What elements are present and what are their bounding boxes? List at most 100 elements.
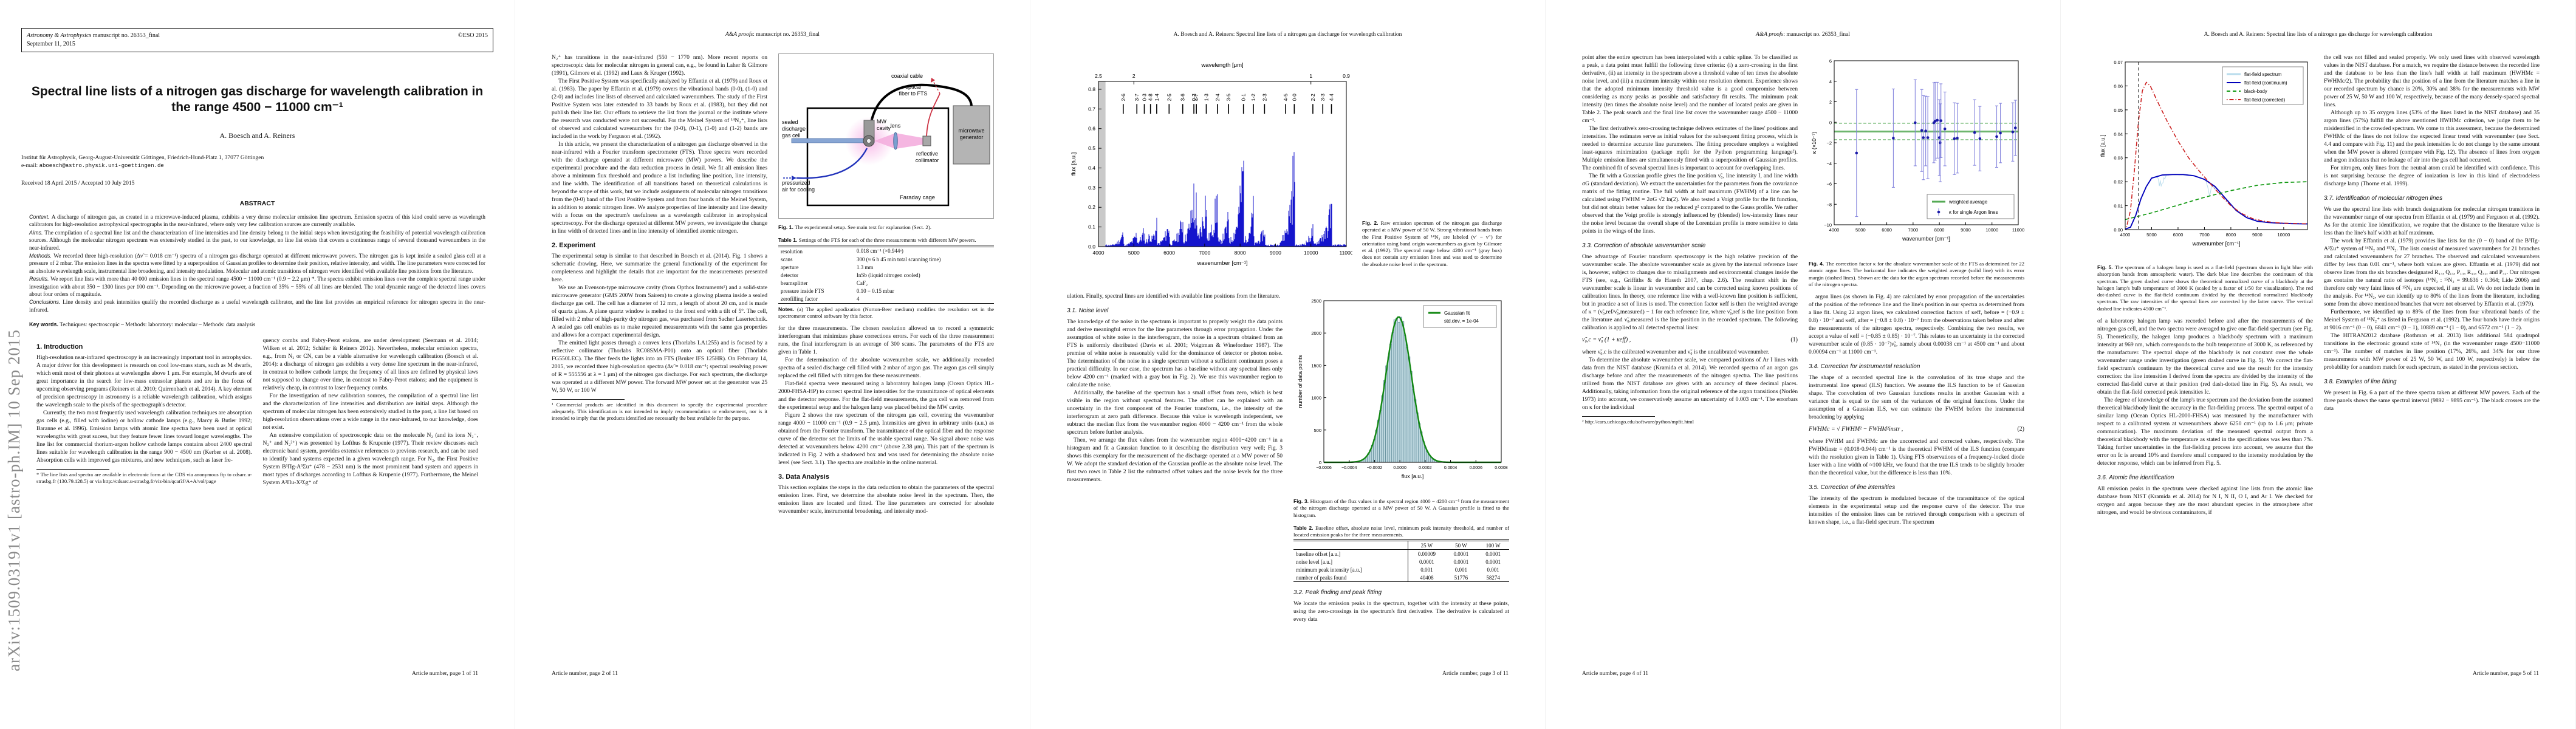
figure-fig5: 4000 5000 6000 7000 8000 9000 10000 0.00 0.01 0.0… [2097, 53, 2313, 262]
svg-text:1-2: 1-2 [1250, 94, 1256, 101]
table-cell: 0.018 cm⁻¹ (×0.944ᵃ) [856, 248, 903, 255]
table-cell: pressure inside FTS [781, 288, 824, 295]
svg-text:3-6: 3-6 [1180, 94, 1186, 101]
svg-text:fiber to FTS: fiber to FTS [899, 91, 927, 97]
abstract-paragraph: Conclusions. Line density and peak inten… [29, 299, 485, 313]
paragraph: To determine the absolute wavenumber sca… [1582, 357, 1798, 411]
abstract: Context. A discharge of nitrogen gas, as… [29, 213, 485, 314]
svg-text:gas cell: gas cell [782, 132, 801, 139]
table-cell: 0.00009 [1408, 549, 1445, 558]
svg-text:−4: −4 [1826, 161, 1832, 166]
email-label: e-mail: [21, 162, 39, 169]
svg-text:5000: 5000 [2146, 232, 2157, 238]
subsection-heading: 3.7. Identification of molecular nitroge… [2324, 195, 2443, 202]
page2-column-2: microwave generator coaxial cable sealed dis… [778, 53, 994, 515]
svg-text:−8: −8 [1826, 202, 1832, 207]
svg-text:3-3: 3-3 [1320, 94, 1326, 101]
abstract-paragraph: Context. A discharge of nitrogen gas, as… [29, 214, 485, 228]
abstract-paragraph: Aims. The compilation of a spectral line… [29, 229, 485, 252]
svg-text:weighted average: weighted average [1948, 199, 1988, 205]
equation-body: ν̃₀,c = ν̃₀ (1 + κeff) , [1582, 337, 1631, 343]
svg-text:0.7: 0.7 [1088, 106, 1095, 112]
svg-text:0.05: 0.05 [2114, 108, 2123, 113]
svg-text:0.2: 0.2 [1088, 204, 1095, 210]
svg-text:0.0004: 0.0004 [1444, 466, 1458, 470]
svg-text:0-3: 0-3 [1141, 94, 1147, 101]
paragraph: We use the spectral line lists with bran… [2324, 206, 2540, 236]
page3-column-2: −0.0006 −0.0004 −0.0002 0.0000 0.0002 0.0004 0… [1293, 292, 1509, 623]
manuscript-date: September 11, 2015 [27, 41, 75, 47]
paragraph: Then, we arrange the flux values from th… [1067, 437, 1283, 483]
subsection-heading: 3.2. Peak finding and peak fitting [1293, 589, 1382, 597]
svg-text:lens: lens [891, 123, 901, 129]
table-cell: zerofilling factor [781, 296, 818, 303]
footnote-text: * The line lists and spectra are availab… [36, 471, 252, 485]
abstract-label: Results. [29, 276, 51, 282]
manuscript-no: manuscript no. 26353_final [91, 32, 160, 39]
section-heading: 1. Introduction [36, 343, 83, 351]
table1: resolution 0.018 cm⁻¹ (×0.944ᵃ) scans 300 (… [778, 247, 994, 304]
journal-name: Astronomy & Astrophysics [27, 32, 92, 39]
svg-text:−0.0006: −0.0006 [1316, 466, 1332, 470]
svg-text:2-6: 2-6 [1120, 94, 1126, 101]
figure-label: Fig. 2. [1362, 219, 1379, 226]
svg-text:−0.0002: −0.0002 [1367, 466, 1383, 470]
svg-text:6000: 6000 [1882, 227, 1892, 233]
svg-text:1-3: 1-3 [1203, 94, 1209, 101]
subsection-heading: 3.5. Correction of line intensities [1809, 484, 1896, 491]
svg-text:2: 2 [1829, 100, 1832, 105]
table-caption: Table 1. Settings of the FTS for each of… [778, 237, 976, 244]
figure-caption: Fig. 5. The spectrum of a halogen lamp i… [2097, 264, 2314, 312]
svg-text:0.03: 0.03 [2114, 156, 2123, 161]
footnote-rule [552, 399, 625, 400]
svg-text:6000: 6000 [2173, 232, 2184, 238]
svg-text:0.0002: 0.0002 [1419, 466, 1432, 470]
paragraph: The work by Effantin et al. (1979) provi… [2324, 238, 2540, 307]
svg-text:black-body: black-body [2244, 89, 2267, 94]
paragraph: argon lines (as shown in Fig. 4) are cal… [1809, 293, 2024, 356]
footnote: ² http://cars.uchicago.edu/software/pyth… [1582, 416, 1798, 425]
svg-text:8000: 8000 [1934, 227, 1945, 233]
svg-text:flat-field spectrum: flat-field spectrum [2244, 72, 2282, 77]
eso-copyright: ©ESO 2015 [458, 32, 488, 39]
paragraph: All emission peaks in the spectrum were … [2097, 485, 2313, 516]
received-accepted: Received 18 April 2015 / Accepted 10 Jul… [21, 180, 135, 187]
svg-text:0.00: 0.00 [2114, 227, 2123, 233]
paragraph: In this article, we present the characte… [552, 141, 767, 234]
table-cell: 0.0001 [1445, 549, 1478, 558]
page-footer: Article number, page 3 of 11 [1442, 671, 1509, 677]
equation-number: (2) [2017, 426, 2024, 433]
paragraph: of a laboratory halogen lamp was recorde… [2097, 318, 2313, 396]
table-cell: 0.0001 [1408, 558, 1445, 566]
running-head-rest: : manuscript no. 26353_final [753, 32, 820, 38]
manuscript-header-box: Astronomy & Astrophysics manuscript no. … [21, 28, 493, 52]
paragraph: where FWHM and FWHMc are the uncorrected… [1809, 438, 2024, 477]
equation-number: (1) [1790, 337, 1798, 343]
paragraph: We present in Fig. 6 a part of the three… [2324, 389, 2540, 412]
table-header-row: 25 W 50 W 100 W [1293, 541, 1509, 550]
table-row: scans 300 (≈ 6 h 45 min total scanning ti… [778, 256, 994, 264]
caption-label: Fig. 4. [1809, 261, 1826, 267]
svg-text:microwave: microwave [958, 128, 984, 134]
svg-text:2500: 2500 [1311, 298, 1321, 304]
svg-text:8000: 8000 [2226, 232, 2236, 238]
figure-fig3: −0.0006 −0.0004 −0.0002 0.0000 0.0002 0.0004 0… [1293, 292, 1509, 496]
table-notes: Notes. (a) The applied apodization (Nort… [778, 306, 994, 319]
svg-text:MW: MW [877, 118, 886, 125]
paragraph: The HITRAN2012 database (Rothman et al. … [2324, 332, 2540, 371]
paragraph: The first derivative's zero-crossing tec… [1582, 125, 1798, 171]
table-cell: CaF₂ [856, 280, 868, 287]
svg-text:10000: 10000 [1304, 250, 1318, 256]
table-cell: 300 (≈ 6 h 45 min total scanning time) [856, 256, 941, 263]
footnote-rule [1582, 416, 1655, 417]
svg-text:1000: 1000 [1311, 395, 1321, 401]
table-cell: 0.10 − 0.15 mbar [856, 288, 894, 295]
caption-label: Fig. 5. [2097, 264, 2115, 270]
table-row: pressure inside FTS 0.10 − 0.15 mbar [778, 287, 994, 295]
svg-text:2: 2 [1132, 73, 1136, 79]
svg-text:0.01: 0.01 [2114, 204, 2123, 209]
table-row: aperture 1.3 mm [778, 264, 994, 272]
svg-text:generator: generator [960, 134, 984, 140]
caption-label: Table 2. [1293, 524, 1315, 531]
